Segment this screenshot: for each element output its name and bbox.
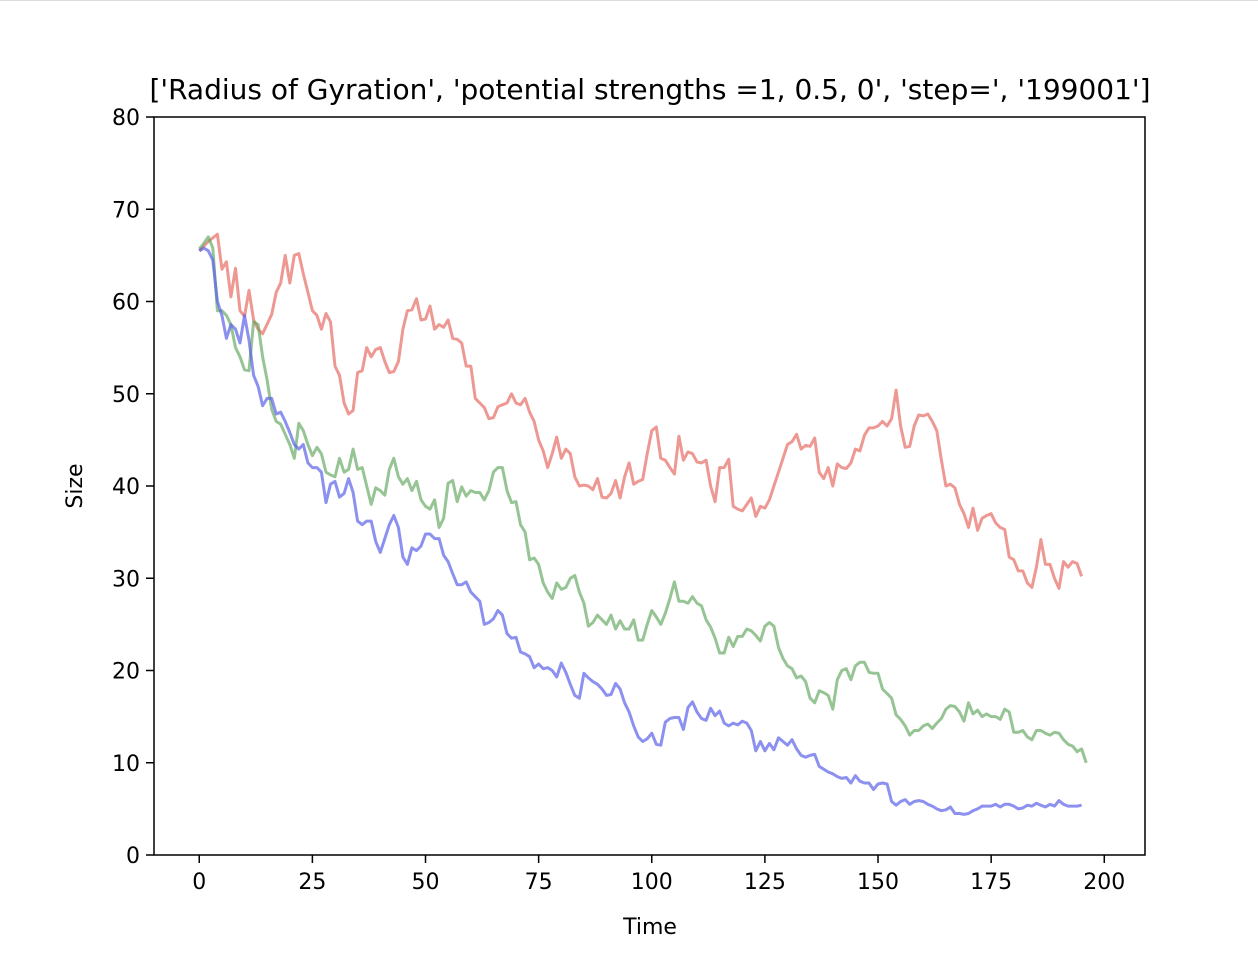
series-line-3 [198,246,1082,816]
y-tick-label: 10 [112,752,140,777]
y-tick-label: 50 [112,383,140,408]
y-tick-label: 80 [112,106,140,131]
series-layer [198,232,1088,816]
x-tick-label: 200 [1083,870,1125,895]
x-tick-label: 75 [525,870,553,895]
chart-title: ['Radius of Gyration', 'potential streng… [149,73,1150,106]
y-axis-label: Size [63,463,88,508]
x-axis-label: Time [622,915,677,940]
y-tick-label: 70 [112,198,140,223]
x-tick-label: 0 [192,870,206,895]
x-tick-label: 100 [631,870,673,895]
y-axis: 0 10 20 30 40 50 60 70 80 [112,106,154,869]
x-tick-label: 150 [857,870,899,895]
y-tick-label: 0 [126,844,140,869]
x-axis: 0 25 50 75 100 125 150 175 200 [192,855,1125,895]
x-tick-label: 175 [970,870,1012,895]
series-line-2 [198,235,1088,764]
y-tick-label: 20 [112,660,140,685]
y-tick-label: 40 [112,475,140,500]
series-line-1 [198,232,1084,590]
plot-frame [153,116,1146,856]
x-tick-label: 25 [298,870,326,895]
x-tick-label: 50 [412,870,440,895]
y-tick-label: 60 [112,291,140,316]
x-tick-label: 125 [744,870,786,895]
y-tick-label: 30 [112,567,140,592]
